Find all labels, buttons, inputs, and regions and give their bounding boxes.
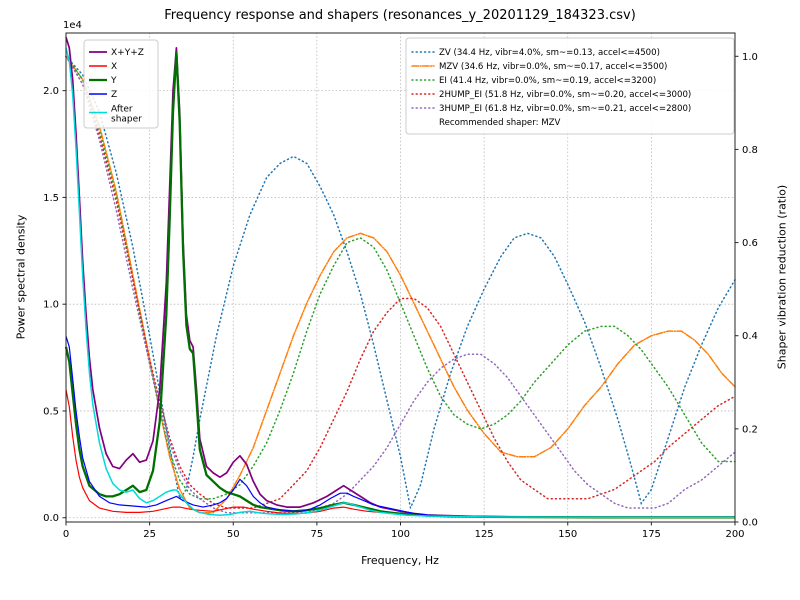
- legend-label: X: [111, 62, 117, 72]
- y-axis-left-label: Power spectral density: [14, 214, 28, 340]
- series-z-line: [65, 336, 735, 518]
- y-right-tick-label: 0.0: [742, 518, 758, 529]
- tick-labels: 0 25 50 75 100 125 150 175 2000.00.51.01.52.00.0…: [43, 52, 758, 540]
- x-tick-label: 125: [475, 529, 494, 540]
- chart-title: Frequency response and shapers (resonanc…: [164, 8, 636, 23]
- y-left-tick-label: 0.5: [43, 406, 59, 417]
- x-tick-label: 200: [725, 529, 744, 540]
- legend-label: Y: [110, 76, 117, 86]
- recommended-shaper-note: Recommended shaper: MZV: [439, 118, 561, 128]
- y-right-tick-label: 0.6: [742, 238, 758, 249]
- x-tick-label: 0: [63, 529, 69, 540]
- legend-label: ZV (34.4 Hz, vibr=4.0%, sm~=0.13, accel<…: [439, 48, 660, 58]
- series-2hump_ei-line: [65, 55, 736, 509]
- legend-shapers: ZV (34.4 Hz, vibr=4.0%, sm~=0.13, accel<…: [405, 37, 735, 135]
- x-axis-label: Frequency, Hz: [361, 554, 439, 567]
- series-x-y-z-line: [65, 37, 735, 518]
- legend-label: X+Y+Z: [111, 48, 144, 58]
- psd-curves: [64, 37, 735, 519]
- x-tick-label: 100: [391, 529, 410, 540]
- y-right-tick-label: 0.2: [742, 424, 758, 435]
- x-tick-label: 25: [143, 529, 156, 540]
- legend-label: Z: [111, 90, 117, 100]
- y-left-tick-label: 1.0: [43, 300, 59, 311]
- tick-marks: [62, 55, 739, 526]
- shaper-curves: [65, 55, 736, 514]
- x-tick-label: 175: [642, 529, 661, 540]
- y-right-tick-label: 1.0: [742, 52, 758, 63]
- x-tick-label: 50: [227, 529, 240, 540]
- series-mzv-line: [65, 55, 736, 514]
- series-3hump_ei-line: [65, 55, 736, 514]
- series-zv-line: [65, 55, 736, 511]
- legend-label: After: [111, 105, 133, 115]
- x-tick-label: 150: [558, 529, 577, 540]
- y-left-tick-label: 2.0: [43, 86, 59, 97]
- y-left-tick-label: 1.5: [43, 193, 59, 204]
- y-left-tick-label: 0.0: [43, 513, 59, 524]
- legend-label: shaper: [111, 115, 142, 125]
- y-axis-right-label: Shaper vibration reduction (ratio): [775, 184, 789, 370]
- legend-label: 2HUMP_EI (51.8 Hz, vibr=0.0%, sm~=0.20, …: [439, 90, 691, 100]
- legend-label: MZV (34.6 Hz, vibr=0.0%, sm~=0.17, accel…: [439, 62, 667, 72]
- series-ei-line: [65, 55, 736, 500]
- series-y-line: [64, 51, 735, 519]
- y-right-tick-label: 0.4: [742, 331, 758, 342]
- y-axis-offset-text: 1e4: [63, 20, 82, 31]
- legend-label: EI (41.4 Hz, vibr=0.0%, sm~=0.19, accel<…: [439, 76, 656, 86]
- series-after-shaper-line: [65, 47, 735, 519]
- x-tick-label: 75: [311, 529, 324, 540]
- legend-label: 3HUMP_EI (61.8 Hz, vibr=0.0%, sm~=0.21, …: [439, 104, 691, 114]
- y-right-tick-label: 0.8: [742, 145, 758, 156]
